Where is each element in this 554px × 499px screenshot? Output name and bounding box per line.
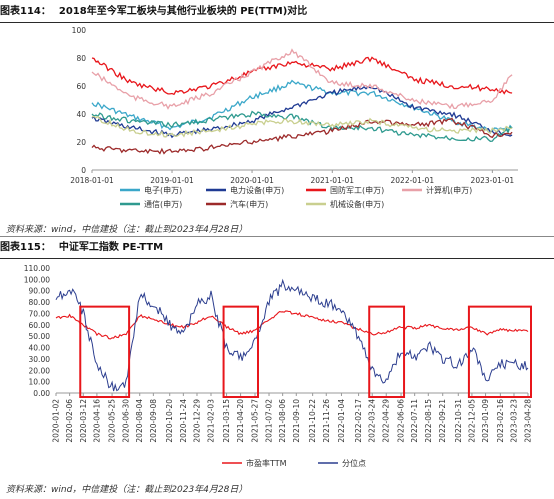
y-tick-label: 40 bbox=[76, 110, 86, 119]
x-tick-label: 2021-08-06 bbox=[278, 399, 287, 443]
figure-115-caption: 中证军工指数 PE-TTM bbox=[58, 242, 164, 253]
y-tick-label: 0 bbox=[81, 166, 86, 175]
x-tick-label: 2022-08-15 bbox=[424, 399, 433, 443]
x-tick-label: 2022-12-05 bbox=[467, 399, 476, 443]
legend-label-国防军工申万: 国防军工(申万) bbox=[330, 185, 384, 195]
y-tick-label: 10.00 bbox=[29, 378, 51, 387]
y-tick-label: 80 bbox=[76, 54, 86, 63]
x-tick-label: 2020-06-30 bbox=[122, 399, 131, 443]
x-tick-label: 2022-03-24 bbox=[368, 399, 377, 443]
series-line-汽车申万 bbox=[91, 117, 513, 155]
series-line-国防军工申万 bbox=[91, 56, 513, 96]
x-tick-label: 2022-01-01 bbox=[391, 176, 435, 185]
legend-label-计算机申万: 计算机(申万) bbox=[426, 185, 472, 195]
military-index-pe-chart: 0.00 10.00 20.00 30.00 40.00 50.00 60.00 70.00 8… bbox=[24, 264, 533, 468]
legend-label-电子申万: 电子(申万) bbox=[144, 185, 182, 195]
highlight-box-2 bbox=[222, 305, 260, 399]
x-tick-label: 2020-02-06 bbox=[65, 399, 74, 443]
y-tick-label: 30.00 bbox=[29, 355, 51, 364]
highlight-box-1 bbox=[79, 305, 131, 399]
x-tick-label: 2021-02-03 bbox=[206, 399, 215, 443]
x-tick-label: 2020-03-12 bbox=[79, 399, 88, 443]
legend-label-机械设备申万: 机械设备(申万) bbox=[330, 199, 384, 209]
x-tick-label: 2021-05-27 bbox=[251, 399, 260, 443]
x-tick-label: 2023-04-28 bbox=[524, 399, 533, 443]
legend-label-汽车申万: 汽车(申万) bbox=[230, 199, 268, 209]
y-tick-label: 100.00 bbox=[24, 275, 50, 284]
series-line-电子申万 bbox=[91, 79, 513, 133]
legend-label-电力设备申万: 电力设备(申万) bbox=[230, 185, 284, 195]
y-tick-label: 20.00 bbox=[29, 366, 51, 375]
figure-114-caption: 2018年至今军工板块与其他行业板块的 PE(TTM)对比 bbox=[58, 6, 308, 17]
figure-115-title: 图表115： 中证军工指数 PE-TTM bbox=[0, 240, 554, 259]
y-tick-label: 80.00 bbox=[29, 298, 51, 307]
x-tick-label: 2022-02-17 bbox=[354, 399, 363, 443]
x-tick-label: 2020-08-04 bbox=[135, 399, 144, 443]
y-tick-label: 100 bbox=[72, 26, 87, 35]
x-tick-label: 2020-10-20 bbox=[165, 399, 174, 443]
legend-label-分位点: 分位点 bbox=[342, 458, 366, 468]
x-tick-label: 2023-01-01 bbox=[471, 176, 515, 185]
x-tick-label: 2020-05-25 bbox=[108, 399, 117, 443]
y-tick-label: 60 bbox=[76, 82, 86, 91]
series-line-机械设备申万 bbox=[91, 115, 513, 138]
x-tick-label: 2022-10-31 bbox=[454, 399, 463, 443]
y-tick-label: 60.00 bbox=[29, 321, 51, 330]
y-tick-label: 70.00 bbox=[29, 309, 51, 318]
figure-115-source: 资料来源：wind，中信建投（注：截止到2023年4月28日） bbox=[6, 485, 248, 495]
figure-115-number: 图表115： bbox=[0, 242, 51, 253]
x-tick-label: 2021-11-26 bbox=[322, 399, 331, 443]
x-tick-label: 2022-04-29 bbox=[382, 399, 391, 443]
x-tick-label: 2021-04-20 bbox=[236, 399, 245, 443]
y-tick-label: 90.00 bbox=[29, 287, 51, 296]
figure-114-title: 图表114： 2018年至今军工板块与其他行业板块的 PE(TTM)对比 bbox=[0, 4, 554, 23]
y-tick-label: 40.00 bbox=[29, 344, 51, 353]
pe-comparison-chart: 0 20 40 60 80 100 2018-01-01 2019-01-01 2020-01-… bbox=[70, 26, 518, 209]
x-tick-label: 2021-03-15 bbox=[222, 399, 231, 443]
divider bbox=[0, 236, 554, 237]
x-tick-label: 2020-12-29 bbox=[192, 399, 201, 443]
x-tick-label: 2021-01-01 bbox=[310, 176, 354, 185]
x-tick-label: 2020-01-02 bbox=[52, 399, 61, 443]
series-line-分位点 bbox=[55, 278, 529, 392]
x-tick-label: 2021-07-02 bbox=[265, 399, 274, 443]
x-tick-label: 2021-10-22 bbox=[308, 399, 317, 443]
x-tick-label: 2022-01-04 bbox=[337, 399, 346, 443]
x-tick-label: 2021-09-10 bbox=[292, 399, 301, 443]
x-tick-label: 2020-04-16 bbox=[92, 399, 101, 443]
x-tick-label: 2019-01-01 bbox=[150, 176, 194, 185]
series-line-通信申万 bbox=[91, 110, 513, 142]
figure-114-number: 图表114： bbox=[0, 6, 51, 17]
x-tick-label: 2022-07-11 bbox=[410, 399, 419, 443]
x-tick-label: 2023-02-16 bbox=[496, 399, 505, 443]
series-line-计算机申万 bbox=[91, 48, 513, 110]
legend-label-市盈率ttm: 市盈率TTM bbox=[246, 458, 287, 468]
x-tick-label: 2022-09-21 bbox=[438, 399, 447, 443]
legend-label-通信申万: 通信(申万) bbox=[144, 199, 182, 209]
x-tick-label: 2023-01-09 bbox=[481, 399, 490, 443]
y-tick-label: 0.00 bbox=[33, 389, 50, 398]
x-tick-label: 2023-03-23 bbox=[509, 399, 518, 443]
x-tick-label: 2018-01-01 bbox=[70, 176, 114, 185]
x-tick-label: 2020-01-01 bbox=[230, 176, 274, 185]
highlight-box-4 bbox=[467, 305, 533, 399]
series-line-市盈率ttm bbox=[55, 310, 529, 340]
y-tick-label: 20 bbox=[76, 138, 86, 147]
y-tick-label: 50.00 bbox=[29, 332, 51, 341]
figure-114-source: 资料来源：wind，中信建投（注：截止到2023年4月28日） bbox=[6, 225, 248, 235]
highlight-box-3 bbox=[368, 305, 406, 399]
x-tick-label: 2020-09-08 bbox=[149, 399, 158, 443]
y-tick-label: 110.00 bbox=[24, 264, 50, 273]
x-tick-label: 2020-11-24 bbox=[179, 399, 188, 443]
x-tick-label: 2022-06-06 bbox=[397, 399, 406, 443]
